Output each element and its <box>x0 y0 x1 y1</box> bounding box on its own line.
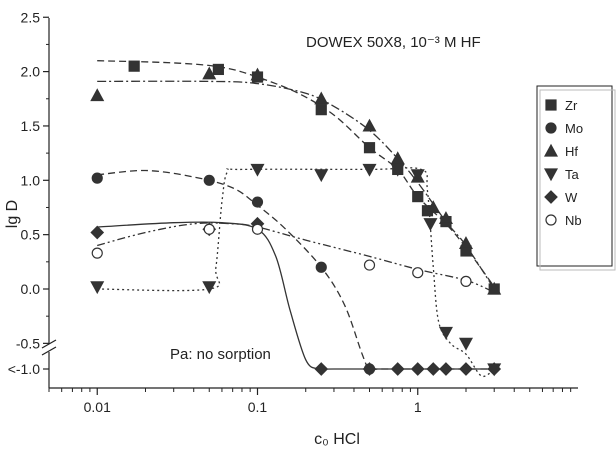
point-w <box>459 362 473 376</box>
y-tick-label: -0.5 <box>16 335 40 351</box>
point-hf <box>390 151 405 165</box>
point-zr <box>412 191 424 203</box>
point-w <box>362 362 377 376</box>
point-hf <box>458 236 473 249</box>
legend-label-nb: Nb <box>565 213 582 228</box>
point-hf <box>362 118 377 132</box>
point-w <box>410 362 425 376</box>
annotation-pa: Pa: no sorption <box>170 346 271 363</box>
axis-break-mark <box>41 346 57 356</box>
point-mo <box>251 196 264 208</box>
point-hf <box>426 200 441 214</box>
point-nb <box>251 223 264 235</box>
point-w <box>390 362 405 376</box>
point-zr <box>363 142 376 154</box>
legend-marker-mo <box>545 122 557 134</box>
point-ta <box>250 163 265 177</box>
legend: Zr Mo Hf Ta W Nb <box>536 85 616 271</box>
point-mo <box>91 172 103 184</box>
point-ta <box>410 169 425 183</box>
y-tick-label: 2.0 <box>21 64 41 80</box>
x-axis-label: c₀ HCl <box>314 431 360 448</box>
legend-shadow <box>539 89 616 271</box>
fit-line-nb <box>97 222 495 293</box>
legend-marker-w <box>544 190 558 204</box>
point-zr <box>315 104 327 116</box>
y-tick-label: <-1.0 <box>8 361 41 377</box>
point-nb <box>460 275 472 287</box>
point-ta <box>362 163 377 177</box>
point-nb <box>203 223 215 235</box>
x-tick-label: 0.01 <box>84 399 111 415</box>
legend-label-w: W <box>565 190 578 205</box>
point-ta <box>202 281 217 295</box>
legend-marker-nb <box>545 214 557 226</box>
y-tick-label: 0.5 <box>21 227 41 243</box>
legend-label-mo: Mo <box>565 121 583 136</box>
legend-label-zr: Zr <box>565 98 578 113</box>
fit-line-ta <box>97 167 495 378</box>
y-tick-label: 1.5 <box>21 118 41 134</box>
point-ta <box>90 281 105 295</box>
axis-break-mark <box>41 339 57 349</box>
point-hf <box>487 281 502 295</box>
point-zr <box>128 60 140 72</box>
legend-label-ta: Ta <box>565 167 580 182</box>
point-w <box>439 362 453 376</box>
y-axis-label: lg D <box>4 200 21 228</box>
fit-line-zr <box>97 60 495 288</box>
legend-marker-hf <box>543 143 559 157</box>
y-tick-label: 0.0 <box>21 281 41 297</box>
point-nb <box>91 247 103 259</box>
point-w <box>426 362 441 376</box>
axes: 2.5 2.0 1.5 1.0 0.5 0.0 -0.5 <-1.0 0.01 0.1 1 <box>8 9 578 415</box>
point-mo <box>315 261 327 273</box>
point-w <box>90 225 105 240</box>
point-w <box>314 362 329 376</box>
point-nb <box>363 259 376 271</box>
point-hf <box>90 88 105 102</box>
point-hf <box>438 211 453 224</box>
chart-title: DOWEX 50X8, 10⁻³ M HF <box>306 34 481 51</box>
point-ta <box>423 218 438 232</box>
x-tick-label: 0.1 <box>248 399 268 415</box>
data-markers <box>90 60 502 377</box>
point-w <box>487 362 502 376</box>
legend-marker-ta <box>543 168 559 182</box>
legend-marker-zr <box>545 99 557 111</box>
y-tick-label: 2.5 <box>21 9 41 25</box>
legend-label-hf: Hf <box>565 144 578 159</box>
point-ta <box>438 326 453 340</box>
point-hf <box>314 91 329 105</box>
y-tick-label: 1.0 <box>21 172 41 188</box>
point-ta <box>390 163 405 177</box>
point-nb <box>412 267 424 279</box>
x-tick-label: 1 <box>414 399 422 415</box>
fit-line-w <box>97 221 495 371</box>
point-hf <box>250 67 265 81</box>
point-hf <box>202 66 217 80</box>
point-ta <box>458 337 473 351</box>
point-zr <box>212 63 224 76</box>
point-ta <box>314 169 329 183</box>
point-mo <box>203 174 215 186</box>
